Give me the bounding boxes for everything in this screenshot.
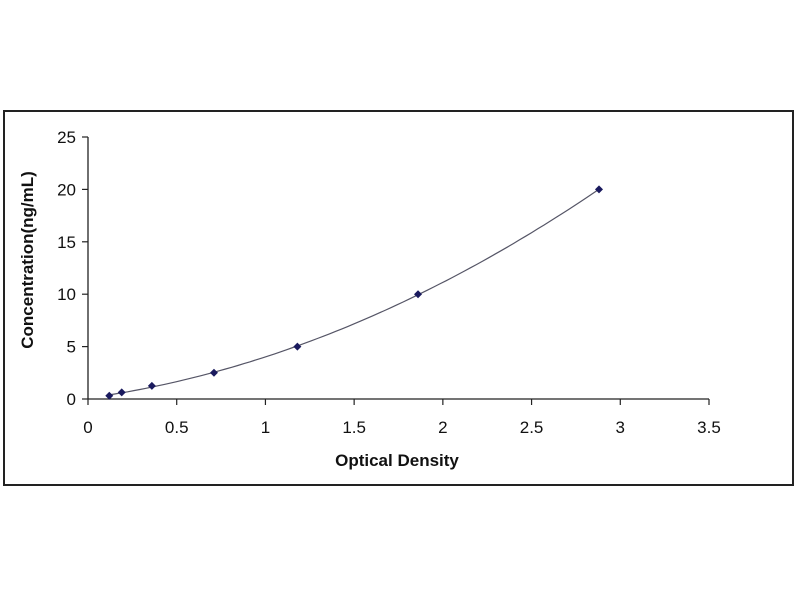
x-tick-label: 3.5 <box>697 418 721 437</box>
chart-frame <box>3 110 794 486</box>
data-point <box>117 388 126 397</box>
x-tick-label: 0.5 <box>165 418 189 437</box>
y-tick-label: 10 <box>57 285 76 304</box>
data-points <box>105 185 603 400</box>
axes: 0 0.5 1 1.5 2 2.5 3 3.5 0 5 10 15 20 25 <box>57 128 721 437</box>
y-tick-label: 15 <box>57 233 76 252</box>
fit-curve <box>109 188 600 396</box>
data-point <box>147 381 156 390</box>
x-tick-label: 1 <box>261 418 270 437</box>
x-tick-label: 3 <box>616 418 625 437</box>
data-point <box>105 391 114 400</box>
x-tick-label: 2.5 <box>520 418 544 437</box>
y-axis-title: Concentration(ng/mL) <box>18 171 37 349</box>
data-point <box>293 342 302 351</box>
x-tick-label: 2 <box>438 418 447 437</box>
y-tick-label: 20 <box>57 180 76 199</box>
data-point <box>209 368 218 377</box>
data-point <box>414 290 423 299</box>
y-tick-label: 5 <box>67 338 76 357</box>
y-tick-label: 25 <box>57 128 76 147</box>
x-tick-label: 1.5 <box>342 418 366 437</box>
x-tick-label: 0 <box>83 418 92 437</box>
y-tick-label: 0 <box>67 390 76 409</box>
data-point <box>594 185 603 194</box>
x-axis-title: Optical Density <box>335 451 459 470</box>
